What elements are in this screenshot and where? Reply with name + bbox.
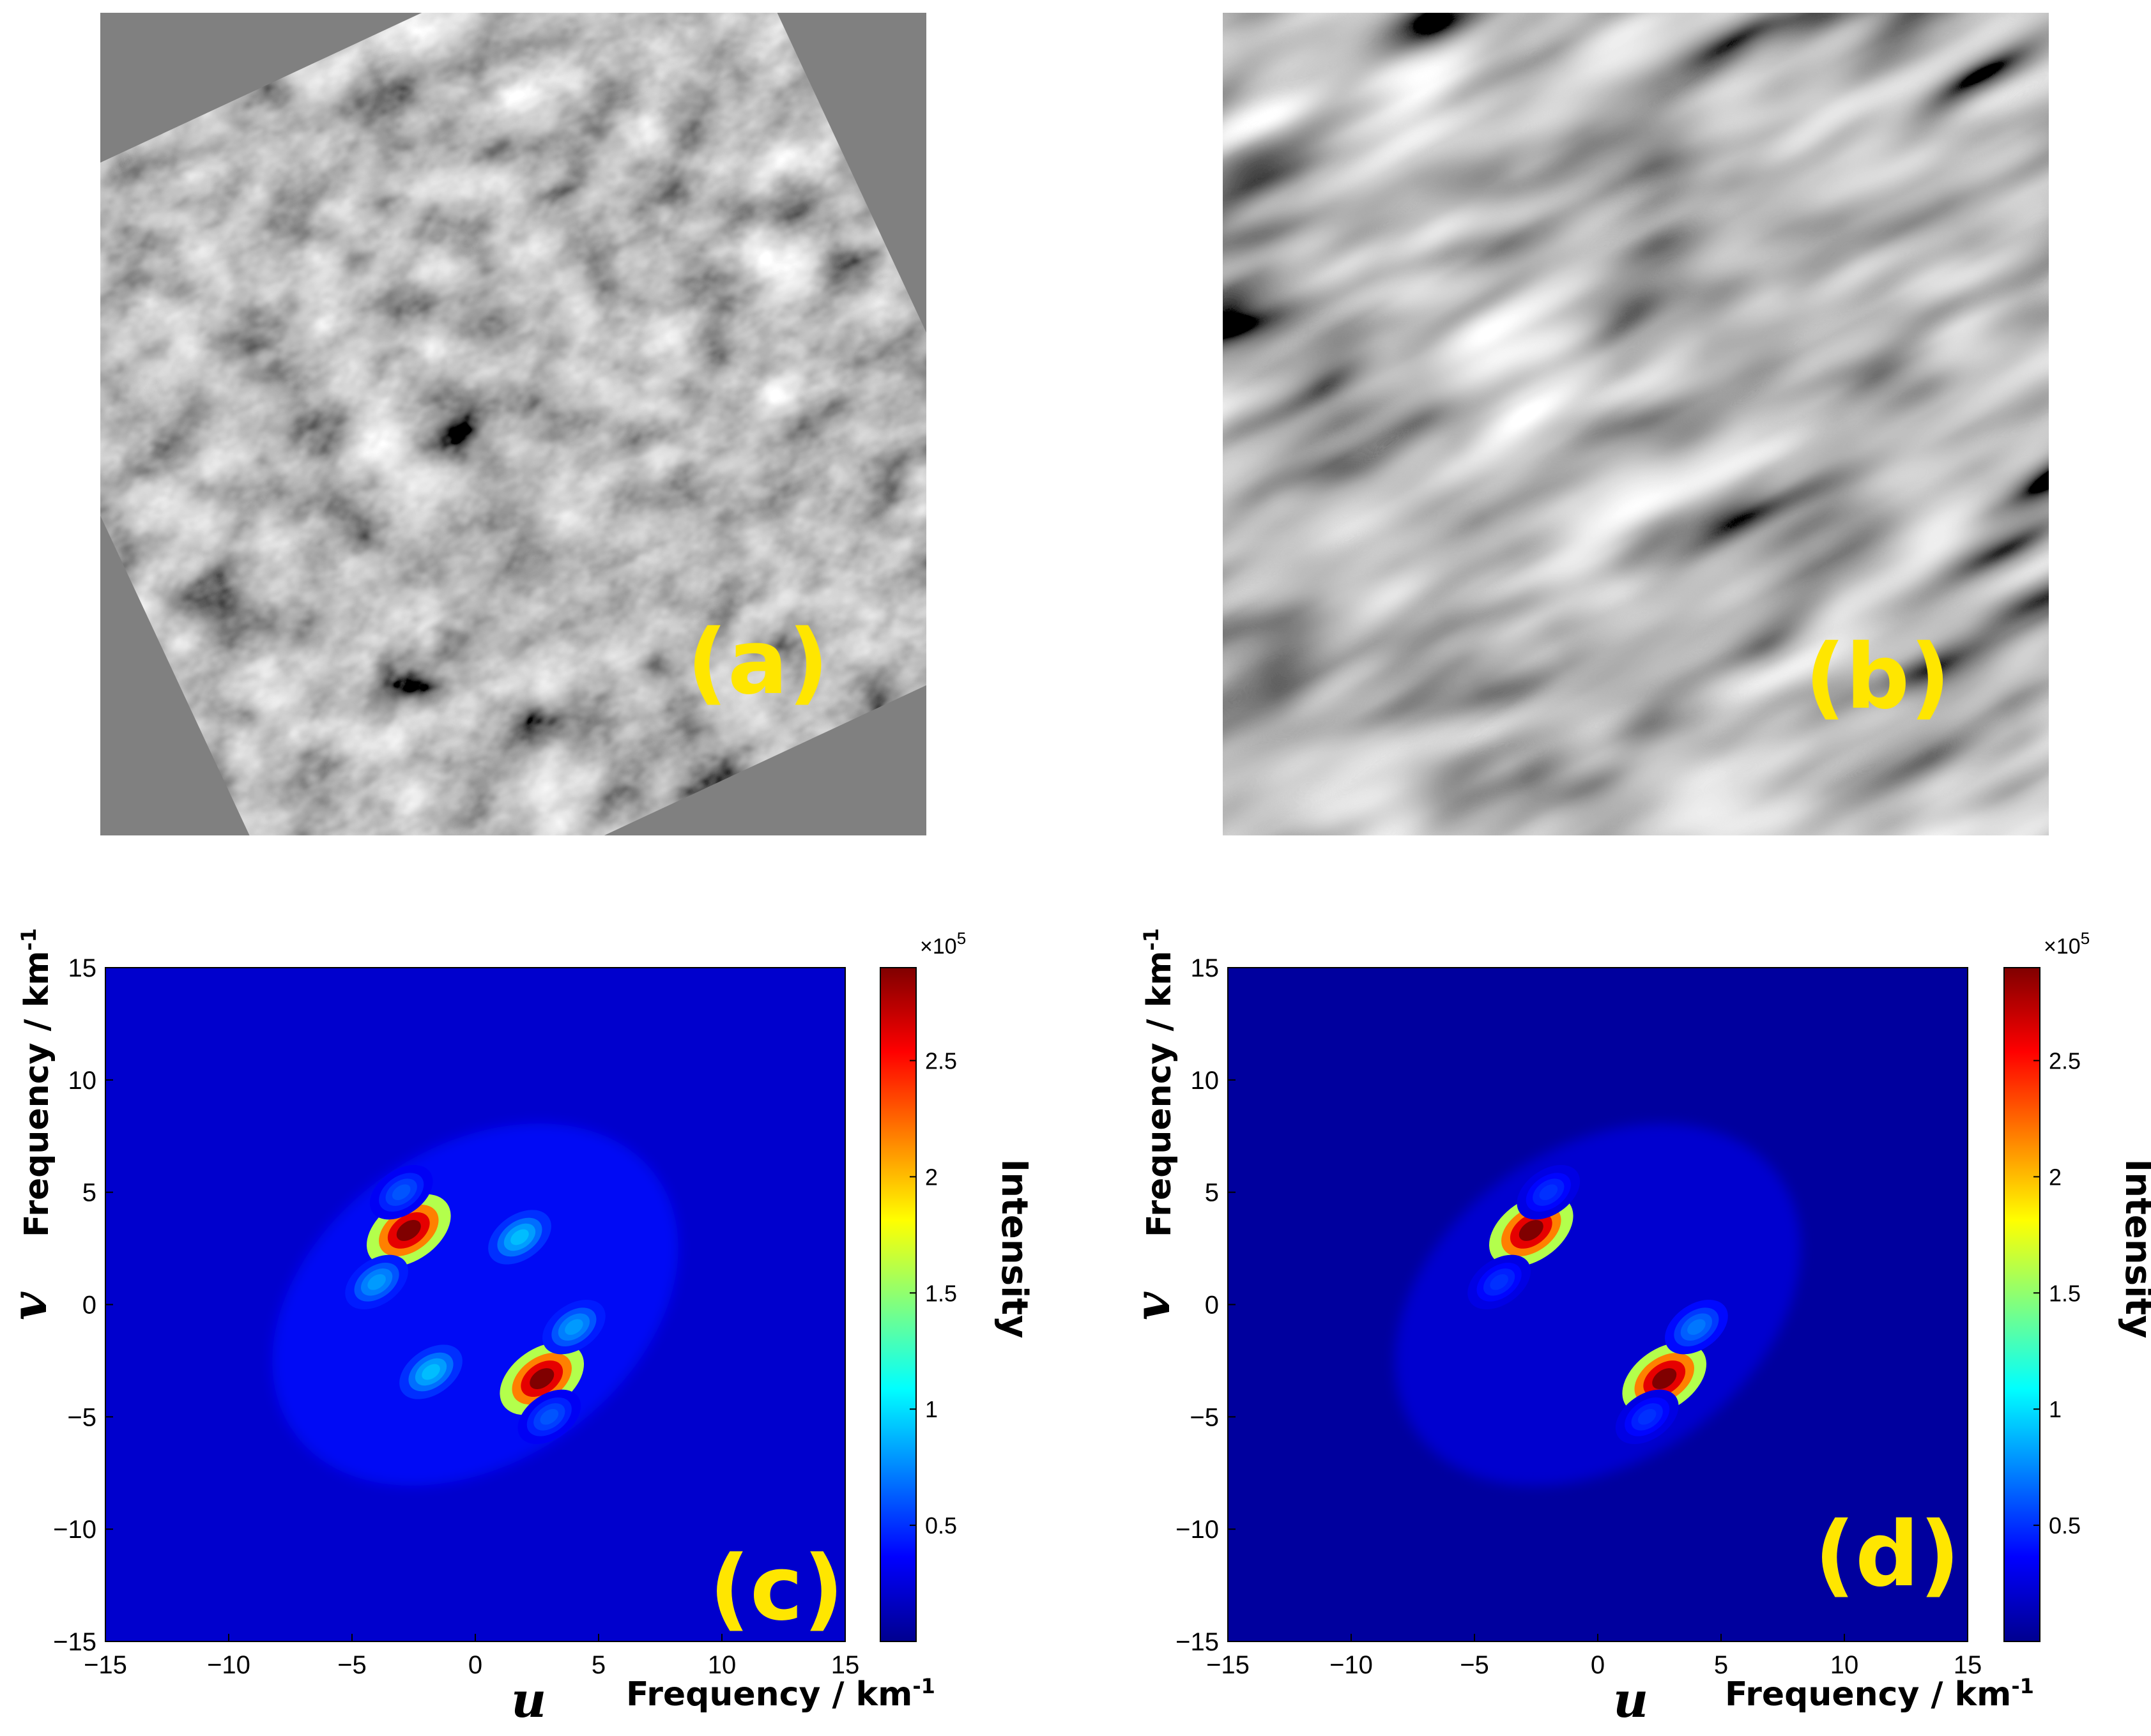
x-tick-label-d: 0 <box>1591 1651 1605 1679</box>
x-tick-label-d: −10 <box>1329 1651 1373 1679</box>
y-tick-label-c: 15 <box>68 954 97 982</box>
colorbar-tick-label-d: 1 <box>2049 1396 2062 1422</box>
y-tick-label-d: 0 <box>1205 1291 1219 1320</box>
x-axis-letter-c: u <box>511 1671 546 1728</box>
colorbar-title-d: Intensity <box>2117 1159 2151 1338</box>
y-tick-label-d: −5 <box>1190 1403 1219 1431</box>
panel-a-image <box>100 13 926 835</box>
colorbar-exponent-c: ×105 <box>920 929 966 959</box>
y-tick-label-d: −10 <box>1175 1516 1219 1544</box>
x-axis-title-d: Frequency / km-1 <box>1725 1674 2034 1714</box>
panel-b-image <box>1223 13 2049 835</box>
spectral-halo-c <box>272 1123 678 1486</box>
y-tick-label-c: 0 <box>82 1291 96 1320</box>
y-tick-label-c: −5 <box>67 1403 96 1431</box>
colorbar-tick-label-c: 1.5 <box>925 1280 957 1306</box>
y-axis-letter-d: v <box>1124 1291 1181 1320</box>
panel-c-label: (c) <box>709 1537 844 1641</box>
x-axis-title-c: Frequency / km-1 <box>626 1674 935 1714</box>
y-tick-label-d: 5 <box>1205 1179 1219 1207</box>
spectral-halo-d <box>1395 1123 1801 1486</box>
y-axis-title-c: Frequency / km-1 <box>17 928 56 1237</box>
y-tick-label-d: 15 <box>1191 954 1220 982</box>
y-tick-label-d: −15 <box>1175 1628 1219 1656</box>
y-axis-title-sup-c: -1 <box>17 928 41 951</box>
peak-c-6-contour-3 <box>392 1184 411 1201</box>
peak-d-1-contour-3 <box>1652 1368 1677 1390</box>
heat-layer-c <box>272 1123 678 1486</box>
colorbar-tick-label-d: 2 <box>2049 1164 2062 1190</box>
x-axis-letter-d: u <box>1613 1671 1648 1728</box>
x-tick-label-d: 5 <box>1714 1651 1728 1679</box>
peak-c-7-contour-3 <box>540 1408 559 1425</box>
peak-d-4-contour-3 <box>1539 1184 1558 1201</box>
y-axis-title-sup-d: -1 <box>1139 928 1163 951</box>
peak-d-0-contour-3 <box>1519 1219 1543 1241</box>
colorbar-tick-label-c: 1 <box>925 1396 938 1422</box>
colorbar-c: 2.5 2 1.5 1 0.5 ×105 Intensity <box>880 929 1035 1642</box>
x-tick-label-c: −10 <box>207 1651 250 1679</box>
x-axis-title-sup-c: -1 <box>912 1674 935 1698</box>
x-tick-label-c: 15 <box>831 1651 860 1679</box>
y-tick-label-d: 10 <box>1191 1067 1220 1095</box>
colorbar-tick-label-c: 2 <box>925 1164 938 1190</box>
panel-b-label: (b) <box>1805 625 1950 729</box>
y-axis-title-d: Frequency / km-1 <box>1139 928 1179 1237</box>
colorbar-exponent-sup-c: 5 <box>957 929 966 948</box>
peak-d-3-contour-3 <box>1490 1274 1508 1290</box>
colorbar-gradient-d <box>2003 967 2040 1642</box>
x-tick-label-c: −5 <box>337 1651 367 1679</box>
x-tick-label-c: 5 <box>592 1651 606 1679</box>
y-tick-label-c: 5 <box>82 1179 96 1207</box>
y-tick-label-c: −10 <box>53 1516 96 1544</box>
heat-layer-d <box>1395 1123 1801 1486</box>
colorbar-d: 2.5 2 1.5 1 0.5 ×105 Intensity <box>2003 929 2151 1642</box>
x-tick-label-c: 0 <box>468 1651 482 1679</box>
colorbar-tick-label-d: 2.5 <box>2049 1048 2081 1074</box>
peak-d-5-contour-3 <box>1637 1408 1657 1425</box>
peak-c-4-contour-3 <box>367 1274 386 1290</box>
peak-c-1-contour-3 <box>530 1368 555 1390</box>
x-tick-label-d: 15 <box>1954 1651 1982 1679</box>
colorbar-tick-label-c: 0.5 <box>925 1512 957 1539</box>
colorbar-gradient-c <box>880 967 917 1642</box>
x-tick-label-c: 10 <box>708 1651 737 1679</box>
colorbar-title-c: Intensity <box>993 1159 1035 1338</box>
panel-d-label: (d) <box>1814 1503 1960 1607</box>
peak-c-3-contour-3 <box>422 1364 440 1380</box>
x-tick-label-c: −15 <box>84 1651 127 1679</box>
y-axis-letter-c: v <box>1 1291 57 1320</box>
x-tick-label-d: 10 <box>1830 1651 1859 1679</box>
colorbar-tick-label-d: 1.5 <box>2049 1280 2081 1306</box>
colorbar-tick-label-c: 2.5 <box>925 1048 957 1074</box>
peak-c-2-contour-3 <box>510 1229 529 1245</box>
y-tick-label-c: −15 <box>53 1628 96 1656</box>
y-tick-label-c: 10 <box>68 1067 97 1095</box>
peak-c-5-contour-3 <box>565 1319 583 1336</box>
x-axis-title-sup-d: -1 <box>2011 1674 2034 1698</box>
peak-c-0-contour-3 <box>396 1219 421 1241</box>
colorbar-exponent-d: ×105 <box>2044 929 2090 959</box>
colorbar-tick-label-d: 0.5 <box>2049 1512 2081 1539</box>
peak-d-2-contour-3 <box>1687 1319 1706 1336</box>
panel-a-label: (a) <box>687 611 829 715</box>
x-tick-label-d: −5 <box>1460 1651 1489 1679</box>
colorbar-exponent-sup-d: 5 <box>2081 929 2090 948</box>
x-tick-label-d: −15 <box>1206 1651 1250 1679</box>
